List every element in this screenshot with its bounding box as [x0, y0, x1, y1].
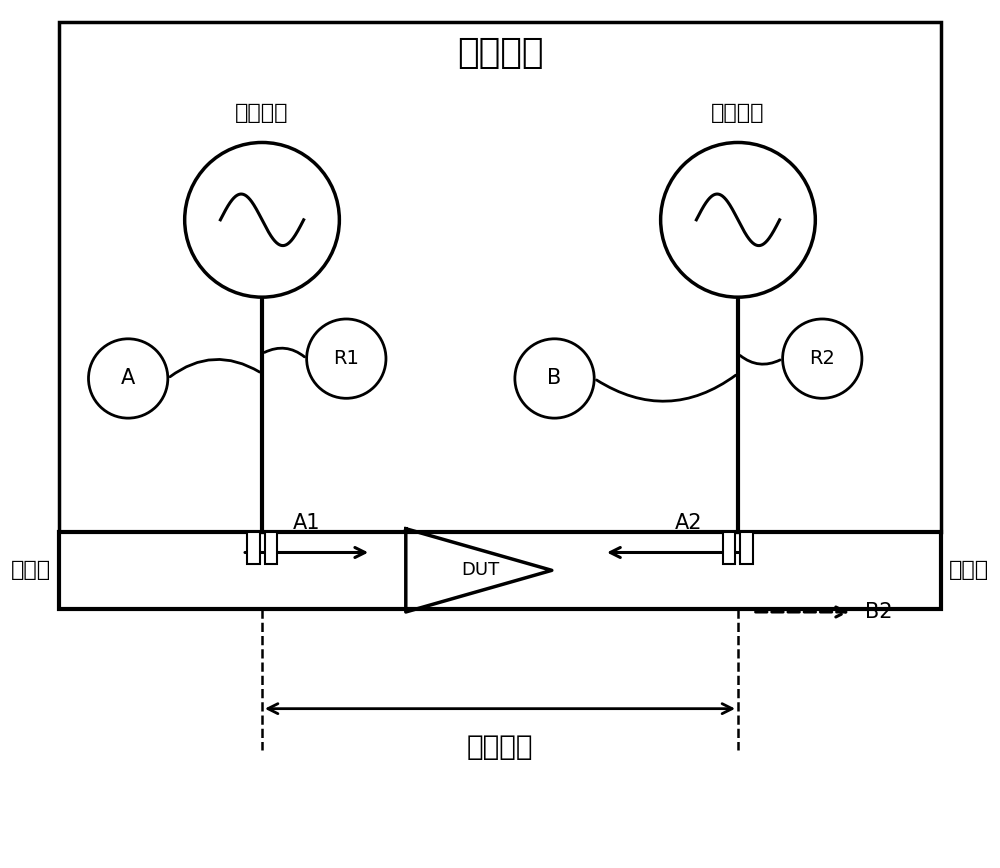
Bar: [59, 532, 941, 608]
Text: B: B: [547, 369, 562, 389]
Bar: [59, 22, 941, 532]
Text: 测试件器: 测试件器: [457, 36, 543, 70]
Circle shape: [515, 339, 594, 418]
Text: 校准平面: 校准平面: [467, 733, 533, 761]
Text: 端口二: 端口二: [949, 561, 989, 581]
Text: 信号源一: 信号源一: [235, 102, 289, 122]
Text: DUT: DUT: [461, 562, 499, 579]
Circle shape: [307, 319, 386, 398]
Text: R2: R2: [809, 349, 835, 368]
Bar: [740, 532, 753, 564]
Circle shape: [661, 142, 815, 297]
Circle shape: [783, 319, 862, 398]
Text: R1: R1: [333, 349, 359, 368]
Bar: [265, 532, 277, 564]
Circle shape: [185, 142, 339, 297]
Bar: [247, 532, 260, 564]
Circle shape: [88, 339, 168, 418]
Text: A: A: [121, 369, 135, 389]
Text: A2: A2: [675, 513, 702, 533]
Text: A1: A1: [293, 513, 320, 533]
Text: 端口一: 端口一: [11, 561, 51, 581]
Text: B2: B2: [865, 602, 892, 622]
Bar: [723, 532, 735, 564]
Text: 信号源二: 信号源二: [711, 102, 765, 122]
